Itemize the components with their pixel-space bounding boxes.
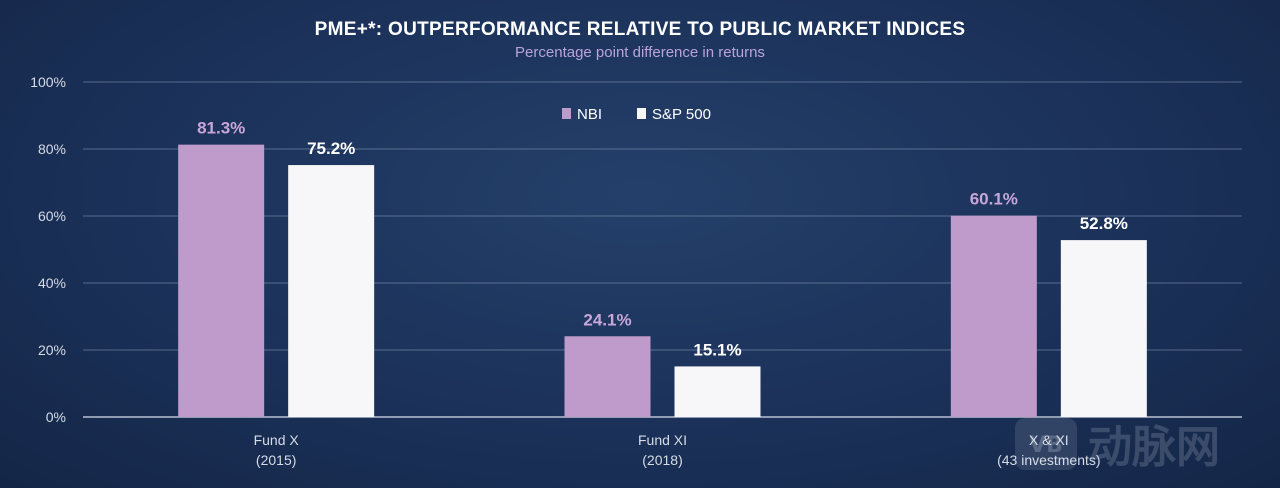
legend: NBI S&P 500 bbox=[562, 106, 711, 123]
x-category-label: X & XI bbox=[1029, 432, 1069, 448]
watermark: VB 动脉网 bbox=[1015, 418, 1220, 473]
legend-swatch-sp500 bbox=[637, 108, 646, 119]
chart-subtitle: Percentage point difference in returns bbox=[515, 44, 765, 61]
legend-label-nbi: NBI bbox=[577, 106, 602, 123]
x-axis: Fund X (2015) Fund XI (2018) X & XI (43 inves… bbox=[254, 432, 1101, 468]
legend-swatch-nbi bbox=[562, 108, 571, 119]
legend-label-sp500: S&P 500 bbox=[652, 106, 711, 123]
data-label: 15.1% bbox=[693, 340, 741, 359]
chart-title: PME+*: OUTPERFORMANCE RELATIVE TO PUBLIC… bbox=[315, 19, 966, 40]
x-category-label: (43 investments) bbox=[997, 452, 1100, 468]
data-label: 81.3% bbox=[197, 119, 245, 138]
y-tick-label: 100% bbox=[30, 74, 66, 90]
watermark-logo-text: VB bbox=[1029, 433, 1063, 458]
y-axis: 0% 20% 40% 60% 80% 100% bbox=[30, 74, 66, 425]
bar-nbi bbox=[178, 144, 265, 417]
bar-sp500 bbox=[674, 366, 761, 417]
watermark-logo-icon bbox=[1015, 418, 1077, 470]
y-tick-label: 20% bbox=[38, 342, 66, 358]
y-tick-label: 80% bbox=[38, 141, 66, 157]
gridlines bbox=[83, 81, 1242, 418]
y-tick-label: 0% bbox=[46, 409, 66, 425]
bar-nbi bbox=[564, 336, 651, 417]
data-label: 60.1% bbox=[970, 190, 1018, 209]
watermark-text: 动脉网 bbox=[1088, 422, 1220, 473]
bars bbox=[178, 144, 1147, 417]
bar-nbi bbox=[950, 215, 1037, 417]
y-tick-label: 40% bbox=[38, 275, 66, 291]
data-label: 24.1% bbox=[583, 310, 631, 329]
x-category-label: Fund X bbox=[254, 432, 300, 448]
x-category-label: (2015) bbox=[256, 452, 296, 468]
data-label: 52.8% bbox=[1080, 214, 1128, 233]
data-label: 75.2% bbox=[307, 139, 355, 158]
data-labels: 81.3% 75.2% 24.1% 15.1% 60.1% 52.8% bbox=[197, 119, 1128, 360]
x-category-label: Fund XI bbox=[638, 432, 687, 448]
y-tick-label: 60% bbox=[38, 208, 66, 224]
bar-sp500 bbox=[1060, 240, 1147, 417]
x-category-label: (2018) bbox=[642, 452, 682, 468]
bar-sp500 bbox=[288, 165, 375, 417]
